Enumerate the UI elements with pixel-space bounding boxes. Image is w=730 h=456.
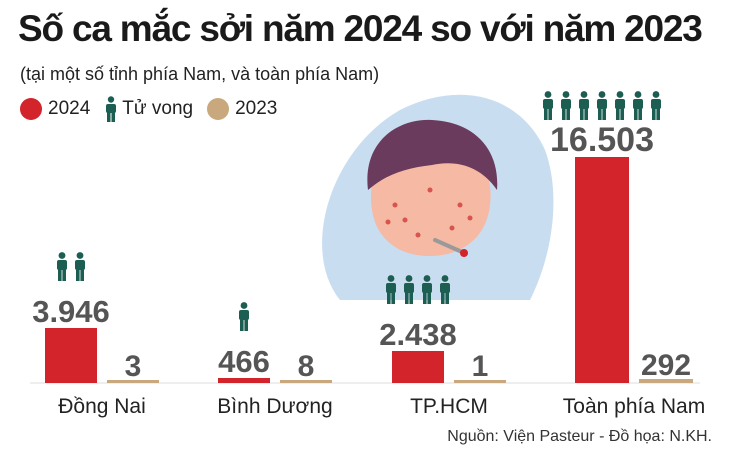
death-icons	[386, 275, 450, 304]
legend-item-2023: 2023	[207, 98, 277, 120]
value-label-2024: 16.503	[550, 121, 654, 159]
legend-label-2023: 2023	[235, 98, 278, 119]
category-label: Bình Dương	[217, 395, 332, 418]
legend-label-deaths: Tử vong	[122, 98, 194, 119]
source-credit: Nguồn: Viện Pasteur - Đồ họa: N.KH.	[447, 428, 712, 445]
person-icon	[440, 275, 450, 304]
person-icon	[75, 252, 85, 281]
category-label: TP.HCM	[410, 395, 488, 418]
chart-title: Số ca mắc sởi năm 2024 so với năm 2023	[18, 8, 703, 49]
person-icon	[57, 252, 67, 281]
bar-2024	[575, 157, 629, 383]
value-label-2023: 1	[472, 350, 489, 383]
person-icon	[239, 302, 249, 331]
person-icon	[404, 275, 414, 304]
value-label-2024: 2.438	[379, 317, 457, 352]
legend: 2024 Tử vong 2023	[20, 96, 291, 122]
legend-item-deaths: Tử vong	[104, 96, 193, 122]
legend-label-2024: 2024	[48, 98, 91, 119]
bar-2024	[45, 328, 97, 383]
bar-2023	[107, 380, 159, 383]
person-icon	[579, 91, 589, 120]
person-icon	[651, 91, 661, 120]
person-icon	[422, 275, 432, 304]
person-icon	[106, 96, 117, 122]
person-icon	[561, 91, 571, 120]
bar-2024	[392, 351, 444, 383]
sick-child-illustration	[322, 94, 554, 300]
value-label-2024: 466	[218, 344, 270, 379]
thermometer-bulb	[460, 249, 468, 257]
person-icon	[597, 91, 607, 120]
rash-spots	[385, 187, 473, 238]
death-icons	[239, 302, 249, 331]
value-label-2023: 8	[298, 350, 315, 383]
value-label-2024: 3.946	[32, 294, 110, 329]
person-icon	[615, 91, 625, 120]
hair-shape	[367, 119, 498, 190]
bar-2023	[280, 380, 332, 383]
category-label: Đồng Nai	[58, 395, 146, 418]
death-icons	[543, 91, 661, 120]
legend-swatch-2024	[20, 98, 42, 120]
legend-item-2024: 2024	[20, 98, 90, 120]
category-label: Toàn phía Nam	[563, 395, 705, 418]
bar-2023	[639, 379, 693, 383]
person-icon	[386, 275, 396, 304]
thermometer	[433, 238, 464, 254]
value-label-2023: 292	[641, 349, 691, 382]
person-icon	[633, 91, 643, 120]
legend-swatch-2023	[207, 98, 230, 120]
death-icons	[57, 252, 85, 281]
value-label-2023: 3	[125, 350, 142, 383]
person-icon	[543, 91, 553, 120]
bar-2023	[454, 380, 506, 383]
chart-subtitle: (tại một số tỉnh phía Nam, và toàn phía …	[20, 64, 380, 84]
bar-2024	[218, 378, 270, 383]
